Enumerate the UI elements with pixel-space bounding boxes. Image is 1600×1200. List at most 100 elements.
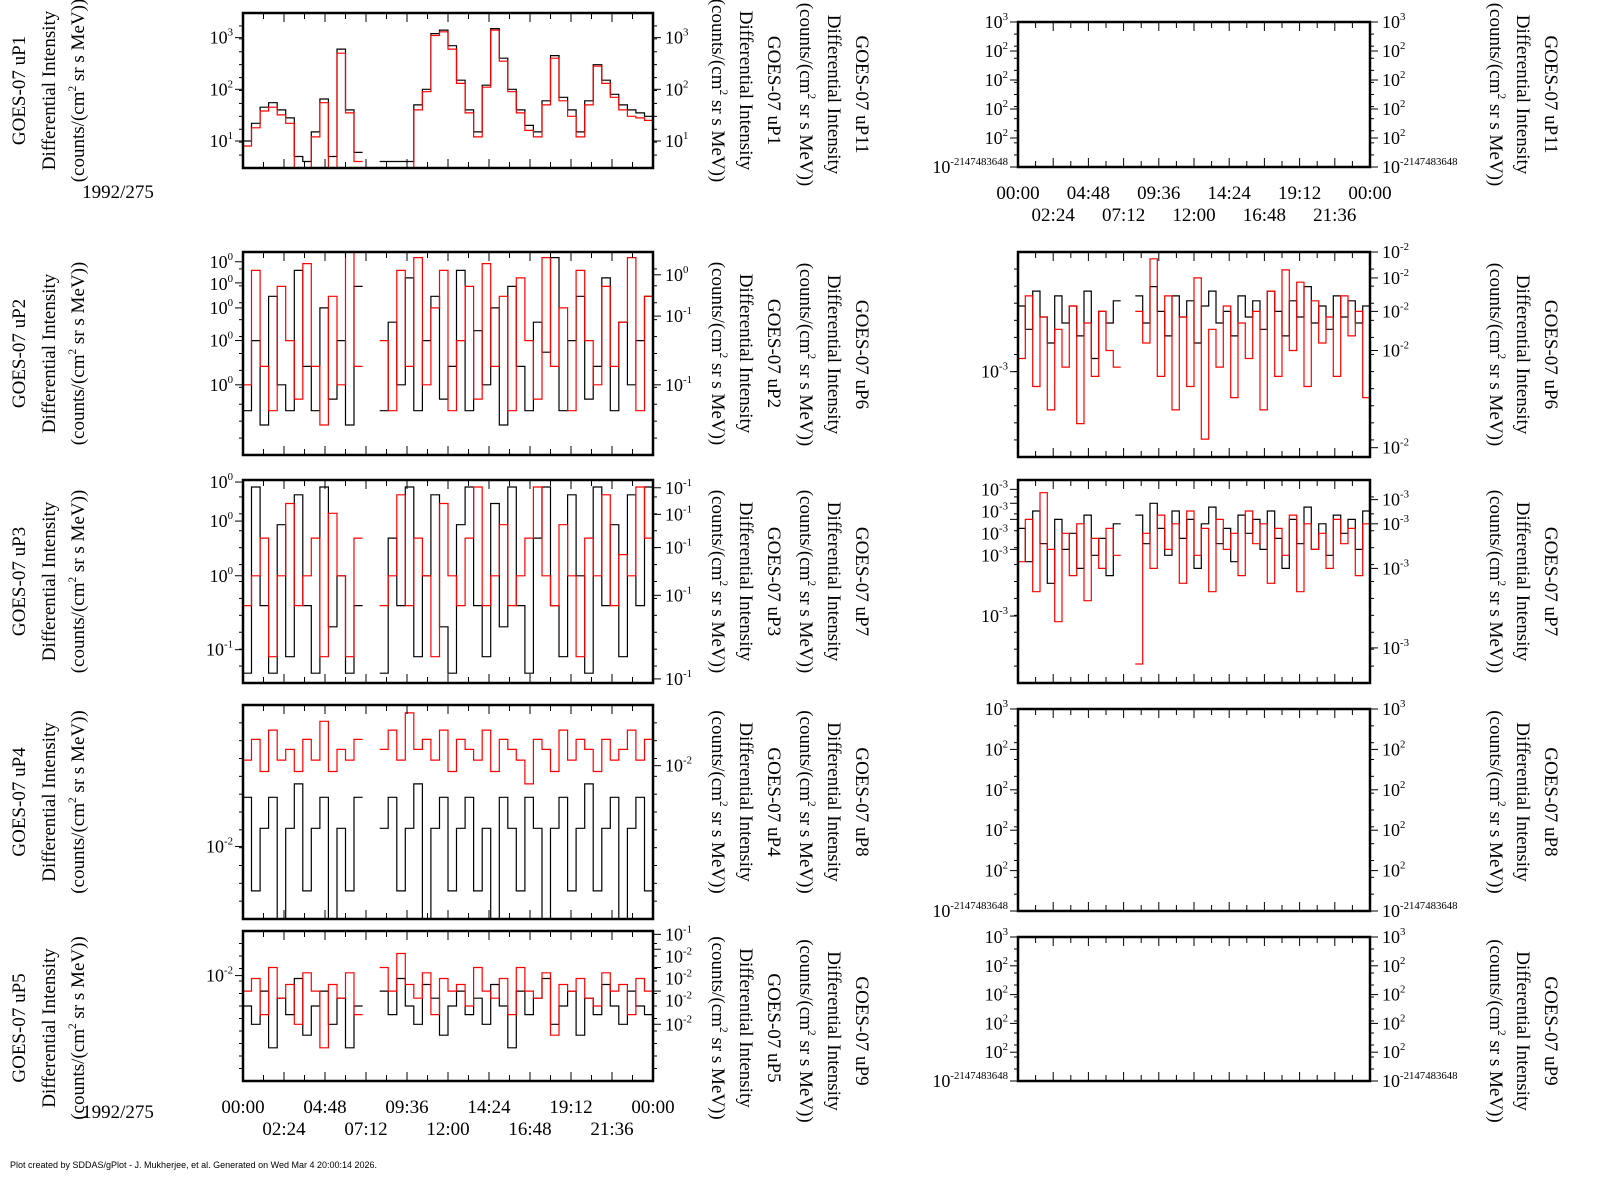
right-panel-title: GOES-07 uP5 [763, 973, 784, 1082]
left-y-tick-label: 10-2 [206, 835, 233, 856]
y-axis-label: Differential Intensity [39, 948, 60, 1108]
right-y-axis-label: Differential Intensity [1512, 275, 1533, 435]
y-axis-label: Differential Intensity [39, 722, 60, 882]
plot-frame [1016, 20, 1372, 169]
left-y-tick-label: 100 [210, 330, 233, 351]
right-y-tick-label: 10-1 [665, 305, 692, 326]
right-y-tick-label: 101 [665, 130, 688, 151]
x-tick-label: 00:00 [1348, 183, 1391, 204]
series-red-line [1018, 258, 1370, 440]
right-y-tick-label: 103 [1382, 11, 1405, 32]
y-axis-label: Differential Intensity [823, 502, 844, 662]
right-y-tick-label: 102 [1382, 1041, 1405, 1062]
series-red-line [243, 952, 653, 1049]
right-y-tick-label: 102 [1382, 860, 1405, 881]
right-y-tick-label: 102 [1382, 98, 1405, 119]
y-axis-units: (counts/(cm2 sr s MeV)) [67, 262, 89, 446]
panel-uP8: 103 102 102 102 102 10-2147483648 103 102 102 102… [795, 698, 1561, 921]
x-tick-label: 21:36 [1313, 205, 1356, 226]
x-tick-label: 00:00 [631, 1097, 674, 1118]
y-axis-units: (counts/(cm2 sr s MeV)) [67, 936, 89, 1120]
y-axis-units: (counts/(cm2 sr s MeV)) [795, 939, 817, 1123]
right-y-tick-label: 102 [1382, 69, 1405, 90]
right-y-tick-label: 102 [1382, 779, 1405, 800]
x-tick-label: 16:48 [508, 1119, 551, 1140]
left-y-tick-label: 102 [985, 1012, 1008, 1033]
right-y-tick-label: 10-2 [665, 989, 692, 1010]
series-red-line [243, 486, 653, 658]
y-axis-units: (counts/(cm2 sr s MeV)) [795, 490, 817, 674]
x-tick-label: 19:12 [1278, 183, 1321, 204]
right-y-axis-units: (counts/(cm2 sr s MeV)) [707, 936, 729, 1120]
y-axis-units: (counts/(cm2 sr s MeV)) [67, 0, 89, 182]
right-y-tick-label: 102 [1382, 1012, 1405, 1033]
right-y-axis-label: Differential Intensity [735, 722, 756, 882]
left-y-tick-label: 102 [985, 40, 1008, 61]
plot-frame [1016, 935, 1372, 1083]
x-tick-label: 19:12 [549, 1097, 592, 1118]
left-y-tick-label: 103 [985, 698, 1008, 719]
left-y-tick-label: 102 [985, 984, 1008, 1005]
series-red-line [243, 712, 653, 785]
right-y-tick-label: 10-1 [665, 537, 692, 558]
left-y-tick-label: 102 [985, 779, 1008, 800]
left-y-tick-label: 102 [985, 955, 1008, 976]
right-y-tick-label: 10-1 [665, 668, 692, 689]
right-y-axis-units: (counts/(cm2 sr s MeV)) [707, 490, 729, 674]
right-y-axis-units: (counts/(cm2 sr s MeV)) [707, 0, 729, 182]
date-label: 1992/275 [82, 1102, 154, 1123]
right-y-tick-label: 10-2 [1382, 267, 1409, 288]
right-y-tick-label: 102 [1382, 40, 1405, 61]
left-y-tick-label: 10-3 [981, 478, 1008, 499]
left-y-tick-label: 10-2147483648 [932, 156, 1008, 177]
y-axis-label: Differential Intensity [823, 15, 844, 175]
right-y-tick-label: 10-1 [665, 477, 692, 498]
left-y-tick-label: 10-2147483648 [932, 900, 1008, 921]
left-y-tick-label: 102 [985, 860, 1008, 881]
left-y-tick-label: 10-2 [206, 965, 233, 986]
y-axis-units: (counts/(cm2 sr s MeV)) [795, 263, 817, 447]
right-y-axis-label: Differential Intensity [1512, 722, 1533, 882]
panel-title: GOES-07 uP2 [9, 299, 30, 408]
panel-uP6: 10-3 10-2 10-2 10-2 10-2 10-2 GOES-07 uP6 Diffe… [795, 241, 1561, 459]
left-y-tick-label: 103 [985, 11, 1008, 32]
left-y-tick-label: 102 [985, 69, 1008, 90]
x-tick-label: 14:24 [1208, 183, 1252, 204]
series-red-line [1018, 492, 1370, 665]
panel-uP11: 103 102 102 102 102 10-2147483648 103 102 102 102… [795, 3, 1561, 226]
left-y-tick-label: 10-1 [206, 639, 233, 660]
left-y-tick-label: 100 [210, 565, 233, 586]
right-y-axis-label: Differential Intensity [1512, 502, 1533, 662]
y-axis-units: (counts/(cm2 sr s MeV)) [795, 3, 817, 187]
left-y-tick-label: 101 [210, 130, 233, 151]
x-tick-label: 04:48 [1067, 183, 1110, 204]
panel-title: GOES-07 uP5 [9, 973, 30, 1082]
panel-title: GOES-07 uP11 [851, 35, 872, 153]
panel-title: GOES-07 uP9 [851, 976, 872, 1085]
x-tick-label: 07:12 [1102, 205, 1145, 226]
panel-title: GOES-07 uP8 [851, 747, 872, 856]
right-y-tick-label: 100 [665, 264, 688, 285]
x-tick-label: 04:48 [303, 1097, 346, 1118]
left-y-tick-label: 100 [210, 251, 233, 272]
panel-title: GOES-07 uP7 [851, 527, 872, 636]
y-axis-label: Differential Intensity [39, 10, 60, 170]
right-y-axis-units: (counts/(cm2 sr s MeV)) [707, 262, 729, 446]
right-y-axis-label: Differential Intensity [1512, 15, 1533, 175]
y-axis-units: (counts/(cm2 sr s MeV)) [795, 710, 817, 894]
right-y-tick-label: 10-1 [665, 584, 692, 605]
left-y-tick-label: 10-3 [981, 522, 1008, 543]
x-tick-label: 07:12 [344, 1119, 387, 1140]
panel-uP3: 100 100 100 10-1 10-1 10-1 10-1 10-1 10-1 GOES-07… [9, 471, 784, 689]
right-y-tick-label: 10-2 [1382, 437, 1409, 458]
x-tick-label: 12:00 [1172, 205, 1215, 226]
x-tick-label: 00:00 [221, 1097, 264, 1118]
right-y-axis-label: Differential Intensity [1512, 951, 1533, 1111]
y-axis-label: Differential Intensity [823, 275, 844, 435]
right-y-tick-label: 102 [665, 78, 688, 99]
right-y-tick-label: 10-3 [1382, 637, 1409, 658]
left-y-tick-label: 10-2147483648 [932, 1070, 1008, 1091]
panel-title: GOES-07 uP6 [851, 300, 872, 409]
right-panel-title: GOES-07 uP3 [763, 527, 784, 636]
